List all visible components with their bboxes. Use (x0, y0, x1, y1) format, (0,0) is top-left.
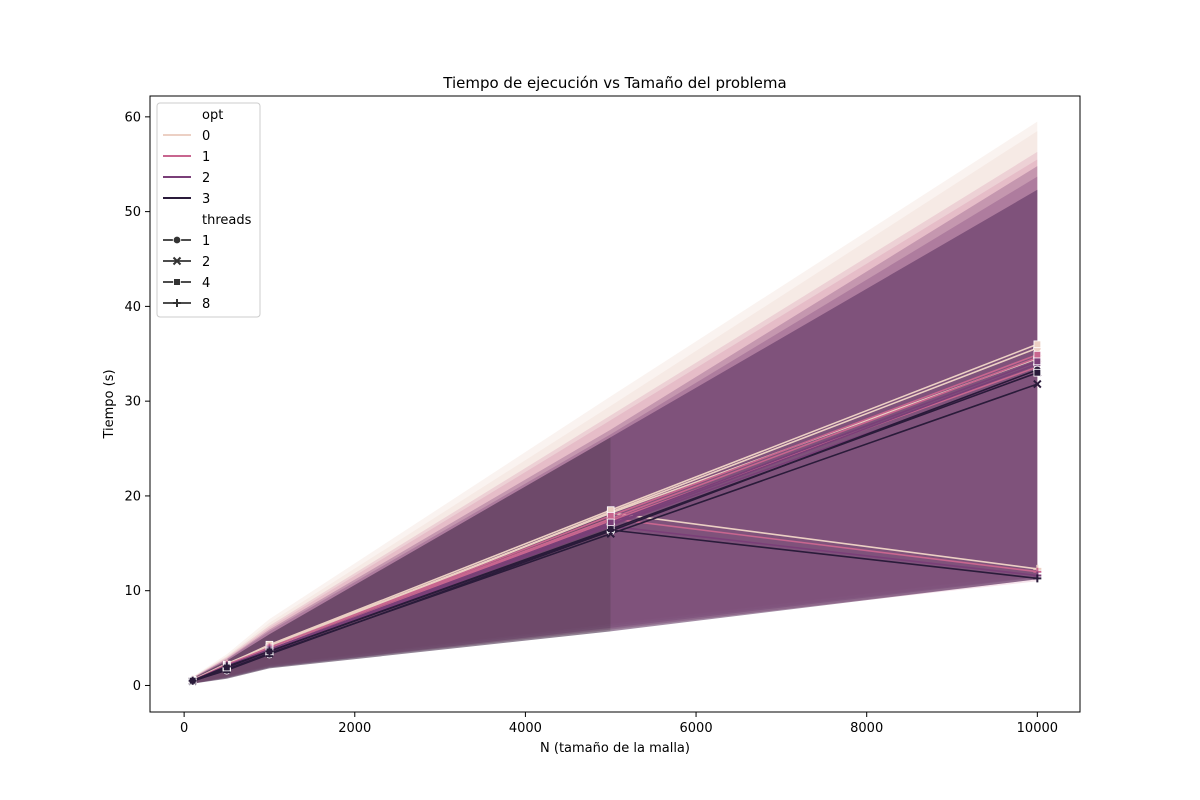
legend-label-threads-8: 8 (202, 297, 210, 312)
y-tick-label: 30 (124, 395, 141, 410)
legend-label-threads-4: 4 (202, 276, 210, 291)
data-point-opt3-threads8-2 (265, 647, 274, 656)
y-tick-label: 60 (124, 110, 141, 125)
data-point-opt3-threads8-4 (1033, 574, 1042, 583)
y-tick-label: 10 (124, 584, 141, 599)
y-axis-label: Tiempo (s) (102, 369, 117, 439)
x-tick-label: 2000 (338, 721, 371, 736)
x-tick-label: 8000 (850, 721, 883, 736)
data-point-opt1-threads4-4 (1033, 350, 1042, 359)
x-tick-label: 4000 (509, 721, 542, 736)
confidence-band-opt-3-7 (610, 189, 1038, 632)
legend-label-opt-3: 3 (202, 192, 210, 207)
y-tick-label: 50 (124, 205, 141, 220)
confidence-band-opt-3-6 (192, 437, 611, 684)
y-tick-label: 40 (124, 300, 141, 315)
data-point-opt0-threads4-4 (1033, 340, 1042, 349)
legend-hue-title: opt (202, 108, 223, 123)
legend-marker-threads-1 (172, 235, 182, 245)
legend-label-threads-1: 1 (202, 234, 210, 249)
legend-marker-threads-4 (173, 278, 181, 286)
x-tick-label: 0 (180, 721, 188, 736)
data-point-opt3-threads8-0 (188, 676, 197, 685)
axes-frame (149, 95, 1081, 713)
y-tick-label: 20 (124, 489, 141, 504)
y-tick-label: 0 (133, 679, 141, 694)
legend-label-opt-1: 1 (202, 150, 210, 165)
legend-marker-threads-2 (172, 256, 182, 266)
data-point-opt3-threads8-3 (606, 526, 615, 535)
legend-label-opt-0: 0 (202, 129, 210, 144)
legend-style-title: threads (202, 213, 252, 228)
chart-title: Tiempo de ejecución vs Tamaño del proble… (442, 74, 786, 92)
x-tick-label: 6000 (680, 721, 713, 736)
data-point-opt3-threads2-4 (1033, 379, 1042, 389)
legend: opt 0 1 2 3 threads 1 2 4 8 (156, 102, 261, 318)
legend-marker-threads-8 (173, 299, 181, 307)
data-point-opt2-threads4-4 (1033, 357, 1042, 366)
x-tick-label: 10000 (1017, 721, 1058, 736)
x-axis-label: N (tamaño de la malla) (540, 741, 690, 756)
legend-label-opt-2: 2 (202, 171, 210, 186)
data-point-opt3-threads4-4 (1033, 368, 1042, 377)
data-point-opt3-threads8-1 (222, 662, 231, 671)
legend-label-threads-2: 2 (202, 255, 210, 270)
